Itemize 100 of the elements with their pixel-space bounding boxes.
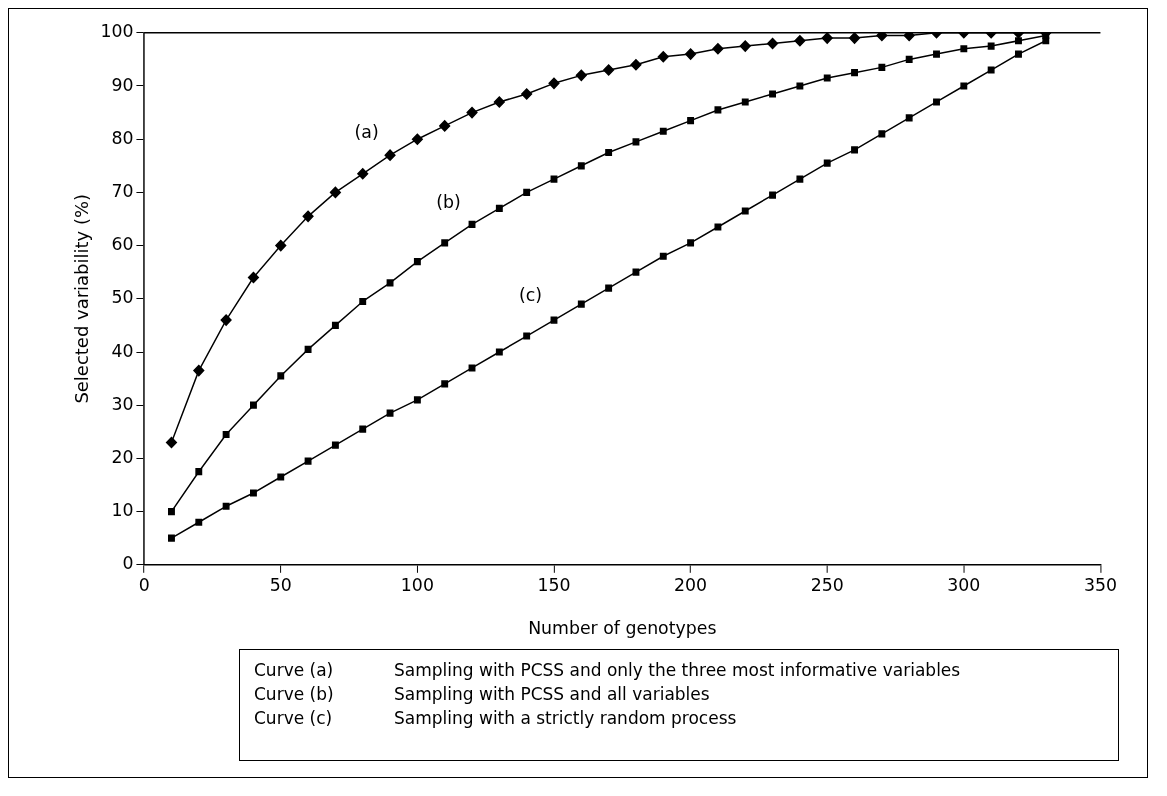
point <box>659 252 667 260</box>
y-tick-label: 0 <box>122 553 134 574</box>
y-tick-label: 60 <box>111 233 134 255</box>
point <box>851 69 858 77</box>
point <box>714 106 722 114</box>
point <box>878 63 886 71</box>
point <box>933 98 940 106</box>
y-tick-label: 90 <box>111 74 134 95</box>
point <box>413 396 421 404</box>
point <box>769 90 777 98</box>
point <box>441 380 449 388</box>
point <box>302 210 314 223</box>
point <box>411 133 423 145</box>
point <box>796 82 804 90</box>
point <box>468 364 476 372</box>
point <box>220 314 232 326</box>
point <box>767 37 779 50</box>
y-tick-label: 40 <box>111 340 134 361</box>
point <box>304 457 312 465</box>
point <box>168 534 175 542</box>
x-tick-label: 50 <box>269 574 292 596</box>
point <box>823 159 831 167</box>
point <box>848 32 861 44</box>
point <box>605 284 613 292</box>
point <box>359 297 367 306</box>
point <box>277 372 285 380</box>
point <box>386 279 394 287</box>
x-tick-label: 100 <box>400 574 434 596</box>
point <box>523 332 531 340</box>
y-tick-label: 70 <box>111 180 134 202</box>
point <box>687 117 695 125</box>
point <box>933 50 940 58</box>
point <box>739 40 751 52</box>
x-tick-label: 350 <box>1083 574 1117 596</box>
y-tick-label: 50 <box>111 287 134 308</box>
point <box>357 168 369 180</box>
point <box>466 106 478 119</box>
point <box>960 45 968 53</box>
point <box>905 114 913 122</box>
y-tick-label: 10 <box>111 499 134 521</box>
point <box>329 186 341 199</box>
point <box>712 43 724 55</box>
point <box>987 42 995 50</box>
point <box>249 401 257 409</box>
point <box>523 188 531 196</box>
point <box>441 239 449 247</box>
point <box>195 518 203 526</box>
point <box>439 120 451 132</box>
series-label: (c) <box>519 284 543 305</box>
point <box>386 409 394 417</box>
text: Sampling with a strictly random process <box>394 707 737 730</box>
point <box>851 146 858 154</box>
point <box>331 441 339 449</box>
point <box>657 51 669 63</box>
x-tick-label: 250 <box>810 574 844 596</box>
text: Sampling with PCSS and all variables <box>394 683 710 706</box>
x-axis-title: Number of genotypes <box>528 617 717 638</box>
point <box>687 239 695 247</box>
point <box>195 468 203 476</box>
point <box>275 239 287 252</box>
text: Curve (a) <box>254 659 335 682</box>
point <box>493 96 505 108</box>
y-tick-label: 80 <box>111 127 134 148</box>
point <box>905 55 913 63</box>
point <box>222 502 230 510</box>
point <box>193 364 205 377</box>
y-tick-label: 100 <box>100 21 134 42</box>
point <box>987 66 995 74</box>
point <box>741 207 749 215</box>
point <box>769 191 777 199</box>
point <box>685 48 697 60</box>
point <box>821 32 833 44</box>
point <box>384 149 396 161</box>
point <box>1015 50 1022 58</box>
y-axis-title: Selected variability (%) <box>72 193 92 404</box>
point <box>168 508 175 516</box>
point <box>249 489 257 497</box>
point <box>277 473 285 481</box>
x-tick-label: 0 <box>138 574 150 596</box>
x-tick-label: 200 <box>674 574 708 596</box>
y-tick-label: 30 <box>111 393 134 414</box>
point <box>605 148 613 157</box>
point <box>960 82 968 90</box>
point <box>331 321 339 329</box>
point <box>823 74 831 82</box>
text: Curve (c) <box>254 707 334 730</box>
point <box>796 175 804 183</box>
text: Sampling with PCSS and only the three most informative variables <box>394 659 961 682</box>
point <box>741 98 749 106</box>
point <box>413 257 421 266</box>
point <box>794 35 806 47</box>
point <box>247 271 259 284</box>
point <box>714 223 722 231</box>
point <box>495 204 503 212</box>
point <box>577 300 585 308</box>
point <box>304 345 312 353</box>
point <box>903 32 915 42</box>
y-tick-label: 20 <box>111 446 134 468</box>
point <box>603 64 615 76</box>
x-tick-label: 300 <box>947 574 981 596</box>
